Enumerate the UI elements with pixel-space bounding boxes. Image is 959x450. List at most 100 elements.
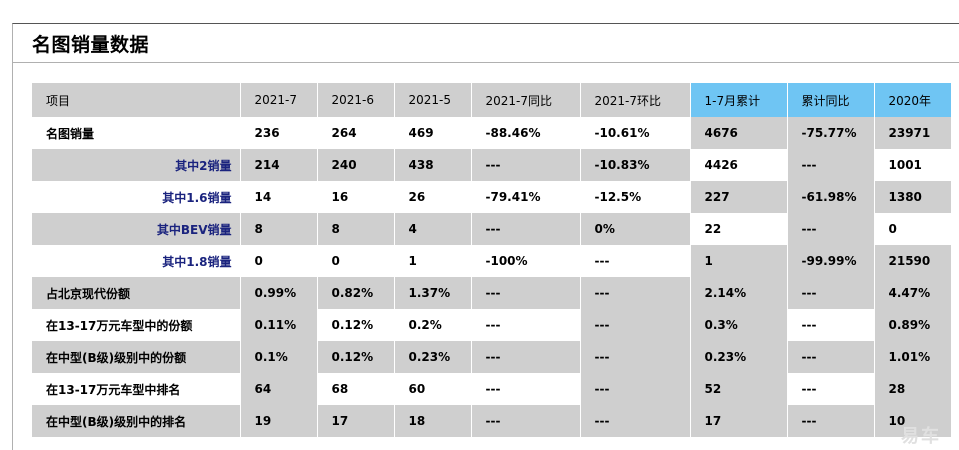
table-cell: 21590 bbox=[873, 245, 951, 277]
table-cell: --- bbox=[579, 277, 690, 309]
table-cell: --- bbox=[786, 405, 874, 437]
table-cell: --- bbox=[579, 245, 690, 277]
row-label: 在中型(B级)级别中的排名 bbox=[32, 405, 240, 437]
table-cell: 52 bbox=[689, 373, 787, 405]
table-row: 名图销量 236 264 469 -88.46% -10.61% 4676 -75.77% 23… bbox=[32, 117, 951, 149]
content-frame bbox=[12, 23, 959, 450]
table-cell: --- bbox=[470, 277, 580, 309]
table-cell: 19 bbox=[239, 405, 317, 437]
table-cell: 1380 bbox=[873, 181, 951, 213]
table-cell: 264 bbox=[316, 117, 394, 149]
table-cell: 214 bbox=[239, 149, 317, 181]
table-row: 其中BEV销量 8 8 4 --- 0% 22 --- 0 bbox=[32, 213, 951, 245]
table-cell: --- bbox=[470, 149, 580, 181]
table-cell: 236 bbox=[239, 117, 317, 149]
table-cell: --- bbox=[786, 277, 874, 309]
header-cell-mom: 2021-7环比 bbox=[579, 83, 690, 117]
table-cell: 4676 bbox=[689, 117, 787, 149]
table-cell: 22 bbox=[689, 213, 787, 245]
row-label: 其中1.8销量 bbox=[32, 245, 240, 277]
table-cell: --- bbox=[786, 309, 874, 341]
table-cell: 227 bbox=[689, 181, 787, 213]
row-label: 其中BEV销量 bbox=[32, 213, 240, 245]
table-row: 其中1.6销量 14 16 26 -79.41% -12.5% 227 -61.98% 1380 bbox=[32, 181, 951, 213]
table-row: 在13-17万元车型中的份额 0.11% 0.12% 0.2% --- --- 0.3% --… bbox=[32, 309, 951, 341]
table-cell: --- bbox=[470, 309, 580, 341]
table-row: 占北京现代份额 0.99% 0.82% 1.37% --- --- 2.14% --- 4.47… bbox=[32, 277, 951, 309]
table-cell: -88.46% bbox=[470, 117, 580, 149]
table-cell: --- bbox=[786, 373, 874, 405]
table-cell: --- bbox=[470, 341, 580, 373]
table-cell: --- bbox=[470, 213, 580, 245]
table-cell: --- bbox=[470, 405, 580, 437]
table-cell: 1.37% bbox=[393, 277, 471, 309]
table-cell: --- bbox=[786, 341, 874, 373]
table-cell: 26 bbox=[393, 181, 471, 213]
page-title: 名图销量数据 bbox=[32, 34, 150, 56]
table-cell: 10 bbox=[873, 405, 951, 437]
table-row: 在中型(B级)级别中的份额 0.1% 0.12% 0.23% --- --- 0.23% --… bbox=[32, 341, 951, 373]
table-cell: --- bbox=[579, 309, 690, 341]
table-cell: 1.01% bbox=[873, 341, 951, 373]
table-cell: --- bbox=[579, 405, 690, 437]
table-cell: 0.99% bbox=[239, 277, 317, 309]
table-cell: --- bbox=[579, 373, 690, 405]
table-cell: 0.82% bbox=[316, 277, 394, 309]
header-cell-2021-7: 2021-7 bbox=[239, 83, 317, 117]
row-label: 在中型(B级)级别中的份额 bbox=[32, 341, 240, 373]
sales-table: 项目 2021-7 2021-6 2021-5 2021-7同比 2021-7环… bbox=[32, 83, 951, 437]
header-cell-2021-5: 2021-5 bbox=[393, 83, 471, 117]
table-cell: 0.2% bbox=[393, 309, 471, 341]
header-cell-item: 项目 bbox=[32, 83, 240, 117]
table-cell: 0.23% bbox=[393, 341, 471, 373]
table-cell: 68 bbox=[316, 373, 394, 405]
table-cell: 1 bbox=[689, 245, 787, 277]
table-cell: 60 bbox=[393, 373, 471, 405]
table-cell: 8 bbox=[316, 213, 394, 245]
table-cell: 8 bbox=[239, 213, 317, 245]
table-cell: 64 bbox=[239, 373, 317, 405]
table-cell: --- bbox=[579, 341, 690, 373]
row-label: 其中2销量 bbox=[32, 149, 240, 181]
table-cell: 4.47% bbox=[873, 277, 951, 309]
table-cell: 0.1% bbox=[239, 341, 317, 373]
table-cell: --- bbox=[470, 373, 580, 405]
table-cell: --- bbox=[786, 213, 874, 245]
table-cell: -99.99% bbox=[786, 245, 874, 277]
table-cell: --- bbox=[786, 149, 874, 181]
header-cell-ytd: 1-7月累计 bbox=[689, 83, 787, 117]
table-cell: -10.61% bbox=[579, 117, 690, 149]
table-cell: 2.14% bbox=[689, 277, 787, 309]
table-cell: -12.5% bbox=[579, 181, 690, 213]
row-label: 在13-17万元车型中排名 bbox=[32, 373, 240, 405]
header-cell-ytd-yoy: 累计同比 bbox=[786, 83, 874, 117]
table-cell: 16 bbox=[316, 181, 394, 213]
watermark-logo: 易车 bbox=[901, 426, 941, 447]
table-cell: 0.23% bbox=[689, 341, 787, 373]
table-row: 在中型(B级)级别中的排名 19 17 18 --- --- 17 --- 10 bbox=[32, 405, 951, 437]
table-cell: 0 bbox=[873, 213, 951, 245]
table-cell: 0.89% bbox=[873, 309, 951, 341]
table-cell: 17 bbox=[689, 405, 787, 437]
header-cell-yoy: 2021-7同比 bbox=[470, 83, 580, 117]
row-label: 名图销量 bbox=[32, 117, 240, 149]
row-label: 在13-17万元车型中的份额 bbox=[32, 309, 240, 341]
title-divider bbox=[13, 62, 959, 63]
table-row: 在13-17万元车型中排名 64 68 60 --- --- 52 --- 28 bbox=[32, 373, 951, 405]
header-cell-2021-6: 2021-6 bbox=[316, 83, 394, 117]
table-cell: 0.11% bbox=[239, 309, 317, 341]
table-cell: 1001 bbox=[873, 149, 951, 181]
row-label: 占北京现代份额 bbox=[32, 277, 240, 309]
table-cell: -100% bbox=[470, 245, 580, 277]
table-cell: 0 bbox=[239, 245, 317, 277]
header-cell-2020: 2020年 bbox=[873, 83, 951, 117]
table-cell: 469 bbox=[393, 117, 471, 149]
table-cell: 28 bbox=[873, 373, 951, 405]
table-cell: -10.83% bbox=[579, 149, 690, 181]
table-cell: -75.77% bbox=[786, 117, 874, 149]
table-cell: 18 bbox=[393, 405, 471, 437]
table-header-row: 项目 2021-7 2021-6 2021-5 2021-7同比 2021-7环… bbox=[32, 83, 951, 117]
table-cell: 17 bbox=[316, 405, 394, 437]
table-cell: 23971 bbox=[873, 117, 951, 149]
table-cell: 1 bbox=[393, 245, 471, 277]
